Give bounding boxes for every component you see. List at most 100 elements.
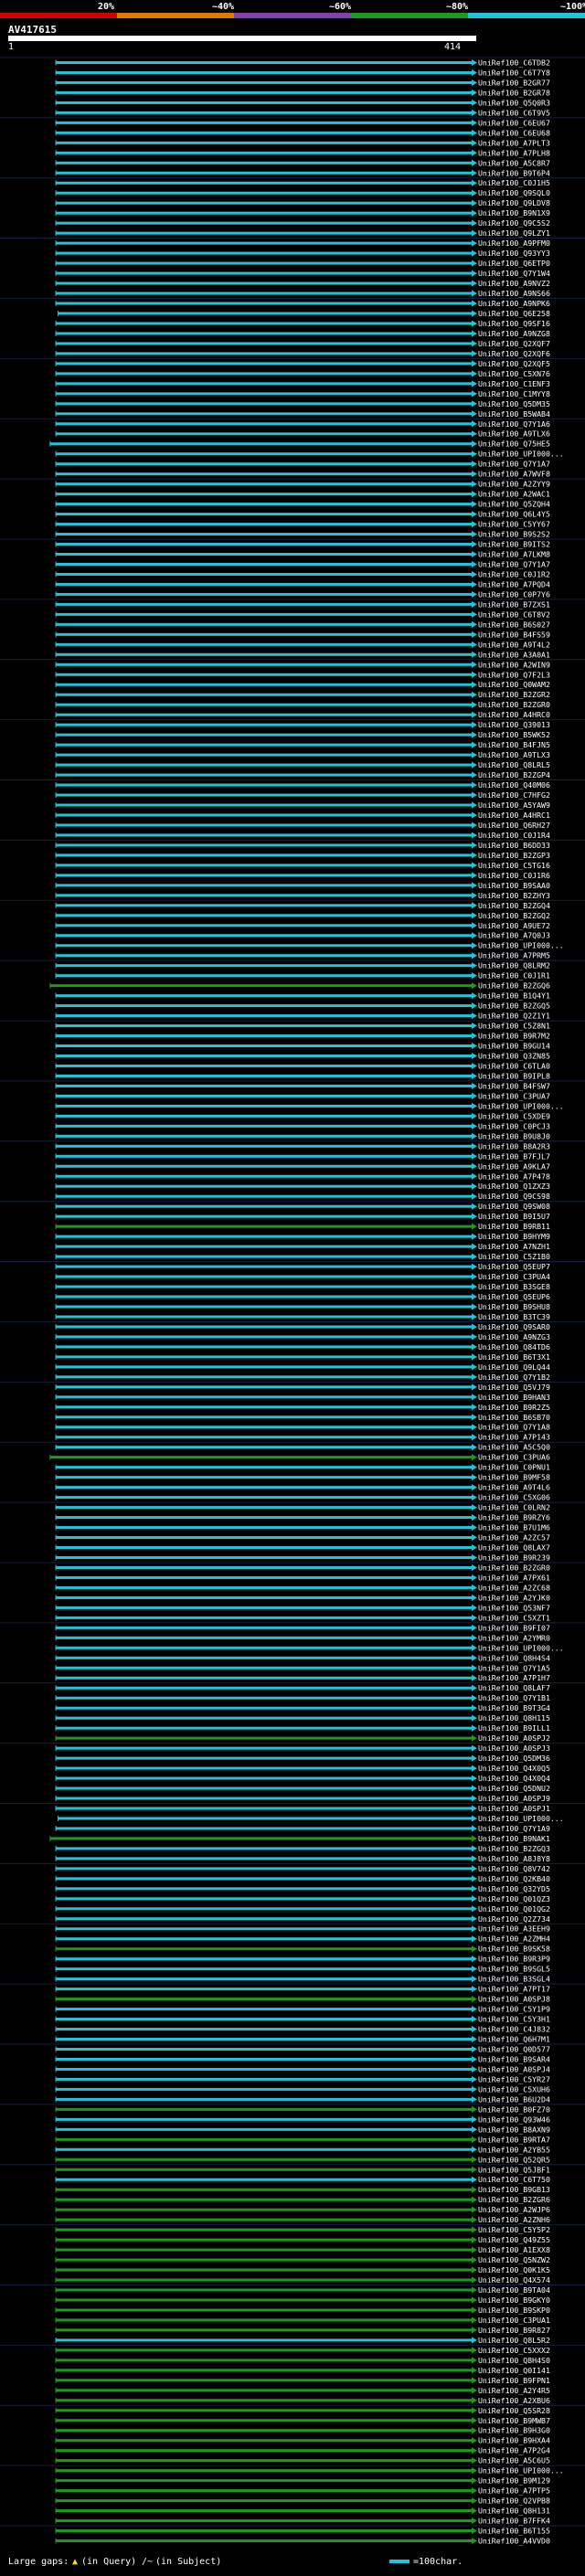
hit-label[interactable]: UniRef100_A7NZH1 [478, 1242, 550, 1251]
hit-label[interactable]: UniRef100_B6SB70 [478, 1413, 550, 1422]
hit-label[interactable]: UniRef100_Q0I141 [478, 2366, 550, 2375]
hit-label[interactable]: UniRef100_B9H3G0 [478, 2426, 550, 2435]
hit-row[interactable]: UniRef100_C5XG06 [55, 1493, 550, 1502]
hit-row[interactable]: UniRef100_Q1ZXZ3 [55, 1182, 550, 1191]
hit-row[interactable]: UniRef100_C5XN76 [55, 369, 550, 378]
hit-row[interactable]: UniRef100_B6S027 [55, 620, 550, 629]
hit-row[interactable]: UniRef100_UPI000... [55, 1101, 564, 1110]
hit-label[interactable]: UniRef100_A5C8R7 [478, 158, 550, 167]
hit-label[interactable]: UniRef100_A9UE72 [478, 921, 550, 930]
hit-label[interactable]: UniRef100_A9NVZ2 [478, 279, 550, 288]
hit-label[interactable]: UniRef100_C5TG16 [478, 861, 550, 870]
hit-row[interactable]: UniRef100_A2YB55 [55, 2145, 550, 2154]
hit-label[interactable]: UniRef100_A8J8Y8 [478, 1854, 550, 1863]
hit-row[interactable]: UniRef100_Q7Y1A7 [55, 559, 550, 568]
hit-label[interactable]: UniRef100_B8A2R3 [478, 1141, 550, 1150]
hit-label[interactable]: UniRef100_B2GR77 [478, 78, 550, 87]
hit-label[interactable]: UniRef100_Q5NZW2 [478, 2255, 550, 2264]
hit-row[interactable]: UniRef100_A9TLX3 [55, 750, 550, 759]
hit-label[interactable]: UniRef100_Q7Y1A6 [478, 419, 550, 429]
hit-row[interactable]: UniRef100_Q5Q0R3 [55, 98, 550, 107]
hit-label[interactable]: UniRef100_B2ZGR6 [478, 2195, 550, 2204]
hit-label[interactable]: UniRef100_A2ZC68 [478, 1583, 550, 1592]
hit-label[interactable]: UniRef100_C5XUH6 [478, 2084, 550, 2094]
hit-label[interactable]: UniRef100_C3PUA6 [478, 1453, 550, 1462]
hit-row[interactable]: UniRef100_Q8LRM2 [55, 961, 550, 970]
hit-row[interactable]: UniRef100_Q7Y1W4 [55, 269, 550, 278]
hit-label[interactable]: UniRef100_A2ZMH4 [478, 1935, 550, 1944]
hit-row[interactable]: UniRef100_C0J1R4 [55, 831, 550, 840]
hit-label[interactable]: UniRef100_A0SPJ3 [478, 1744, 550, 1753]
hit-label[interactable]: UniRef100_B9S2S2 [478, 530, 550, 539]
hit-row[interactable]: UniRef100_Q8LRL5 [55, 760, 550, 769]
hit-row[interactable]: UniRef100_Q0I141 [55, 2366, 550, 2375]
hit-label[interactable]: UniRef100_Q6H7M1 [478, 2035, 550, 2044]
hit-row[interactable]: UniRef100_Q4X0Q4 [55, 1774, 550, 1783]
hit-row[interactable]: UniRef100_A2Y4R5 [55, 2386, 550, 2395]
hit-label[interactable]: UniRef100_C0J1R1 [478, 971, 550, 981]
hit-row[interactable]: UniRef100_B9SAR4 [55, 2054, 550, 2063]
hit-label[interactable]: UniRef100_Q01QG2 [478, 1904, 550, 1913]
hit-label[interactable]: UniRef100_Q0D577 [478, 2044, 550, 2053]
hit-row[interactable]: UniRef100_B6U2D4 [55, 2094, 550, 2104]
hit-label[interactable]: UniRef100_B9GB13 [478, 2185, 550, 2194]
hit-row[interactable]: UniRef100_C5Z1B0 [55, 1252, 550, 1261]
hit-label[interactable]: UniRef100_C0J1R6 [478, 871, 550, 880]
hit-row[interactable]: UniRef100_C3PUA1 [55, 2316, 550, 2325]
hit-label[interactable]: UniRef100_Q5SR28 [478, 2406, 550, 2415]
hit-row[interactable]: UniRef100_B7ZXS1 [55, 599, 550, 609]
hit-label[interactable]: UniRef100_A2WAC1 [478, 490, 550, 499]
hit-label[interactable]: UniRef100_B9IPL8 [478, 1071, 550, 1080]
hit-row[interactable]: UniRef100_B8A2R3 [55, 1141, 550, 1150]
hit-row[interactable]: UniRef100_Q5EUP6 [55, 1292, 550, 1301]
hit-row[interactable]: UniRef100_C0P7Y6 [55, 589, 550, 599]
hit-label[interactable]: UniRef100_B9SGL5 [478, 1965, 550, 1974]
hit-label[interactable]: UniRef100_Q5VJ79 [478, 1383, 550, 1392]
hit-label[interactable]: UniRef100_B9RTA7 [478, 2135, 550, 2144]
hit-row[interactable]: UniRef100_B9HAN3 [55, 1393, 550, 1402]
hit-label[interactable]: UniRef100_C0J1R4 [478, 831, 550, 840]
hit-label[interactable]: UniRef100_Q5Q0R3 [478, 98, 550, 107]
hit-row[interactable]: UniRef100_B9HYM9 [55, 1232, 550, 1241]
hit-label[interactable]: UniRef100_A7PQD4 [478, 579, 550, 588]
hit-row[interactable]: UniRef100_Q3ZN85 [55, 1051, 550, 1060]
hit-label[interactable]: UniRef100_A2YJK0 [478, 1593, 550, 1602]
hit-label[interactable]: UniRef100_C5Y3H1 [478, 2015, 550, 2024]
hit-label[interactable]: UniRef100_A5C6U5 [478, 2456, 550, 2465]
hit-row[interactable]: UniRef100_C0J1H5 [55, 178, 550, 187]
hit-row[interactable]: UniRef100_B9SAA0 [55, 881, 550, 890]
hit-row[interactable]: UniRef100_A5C6U5 [55, 2456, 550, 2465]
hit-label[interactable]: UniRef100_A7P1H7 [478, 1673, 550, 1682]
hit-row[interactable]: UniRef100_Q6L4Y5 [55, 510, 550, 519]
hit-label[interactable]: UniRef100_Q9SW08 [478, 1202, 550, 1211]
hit-row[interactable]: UniRef100_B2ZGR2 [55, 690, 550, 699]
hit-row[interactable]: UniRef100_Q75HE5 [49, 440, 550, 449]
hit-label[interactable]: UniRef100_A7WVF8 [478, 470, 550, 479]
hit-label[interactable]: UniRef100_Q9SAR0 [478, 1322, 550, 1331]
hit-label[interactable]: UniRef100_B9R827 [478, 2326, 550, 2335]
hit-label[interactable]: UniRef100_A4HRC0 [478, 710, 550, 719]
hit-row[interactable]: UniRef100_B7FFK4 [55, 2517, 550, 2526]
hit-label[interactable]: UniRef100_Q5DM35 [478, 399, 550, 408]
hit-label[interactable]: UniRef100_A0SPJ1 [478, 1804, 550, 1813]
hit-label[interactable]: UniRef100_B9SKP0 [478, 2306, 550, 2315]
hit-label[interactable]: UniRef100_B9FPN1 [478, 2376, 550, 2385]
hit-label[interactable]: UniRef100_A9T4L6 [478, 1483, 550, 1492]
hit-label[interactable]: UniRef100_A7P478 [478, 1171, 550, 1181]
hit-row[interactable]: UniRef100_C1MYY8 [55, 389, 550, 398]
hit-label[interactable]: UniRef100_B9FI07 [478, 1623, 550, 1632]
hit-label[interactable]: UniRef100_A9TLX6 [478, 429, 550, 439]
hit-row[interactable]: UniRef100_UPI000... [55, 1643, 564, 1652]
hit-label[interactable]: UniRef100_Q2XQF6 [478, 349, 550, 358]
hit-row[interactable]: UniRef100_B2ZGQ6 [49, 981, 550, 991]
hit-row[interactable]: UniRef100_B9S2S2 [55, 530, 550, 539]
hit-label[interactable]: UniRef100_C5YY67 [478, 520, 550, 529]
hit-label[interactable]: UniRef100_C3PUA1 [478, 2316, 550, 2325]
hit-row[interactable]: UniRef100_A2ZNH6 [55, 2215, 550, 2224]
hit-row[interactable]: UniRef100_A7LKM8 [55, 550, 550, 559]
hit-row[interactable]: UniRef100_Q6ETP0 [55, 259, 550, 268]
hit-row[interactable]: UniRef100_B9SHU8 [55, 1302, 550, 1311]
hit-row[interactable]: UniRef100_B6T155 [55, 2527, 550, 2536]
hit-label[interactable]: UniRef100_B2ZGR0 [478, 700, 550, 709]
hit-row[interactable]: UniRef100_A3A0A1 [55, 650, 550, 659]
